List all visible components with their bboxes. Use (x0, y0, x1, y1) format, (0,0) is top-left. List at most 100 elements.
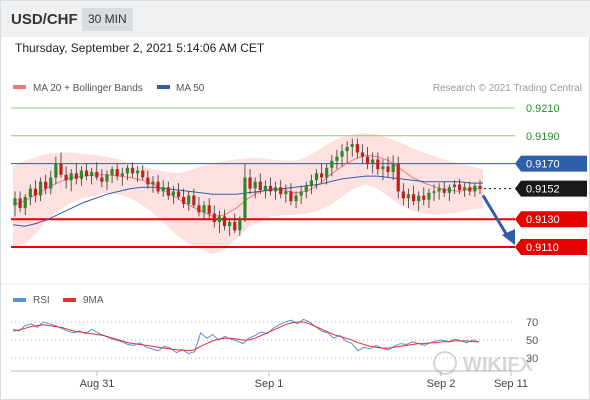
candle-body (411, 194, 416, 202)
candle-body (248, 177, 252, 189)
candle (125, 164, 130, 181)
candle-body (115, 169, 119, 177)
candle-body (381, 166, 385, 170)
candle-body (59, 163, 63, 175)
candle-body (69, 173, 73, 181)
candle-body (38, 181, 43, 196)
candle-body (192, 195, 196, 206)
candle-body (182, 196, 186, 204)
candle-body (44, 181, 48, 189)
candle (176, 183, 181, 200)
candlesticks (13, 138, 482, 236)
candle (238, 216, 242, 236)
candle (279, 180, 283, 199)
ma20-legend-swatch (13, 85, 26, 89)
candle-body (371, 159, 375, 164)
main-legend: MA 20 + Bollinger Bands MA 50 Research ©… (13, 83, 582, 94)
candle-body (18, 198, 22, 209)
candle (74, 163, 78, 185)
candle (463, 183, 467, 197)
candle (120, 167, 124, 186)
candle-body (365, 156, 370, 164)
rsi-tick-70: 70 (526, 317, 538, 329)
candle-body (197, 205, 201, 213)
candle-body (263, 185, 267, 191)
candle-body (202, 205, 206, 213)
candle (274, 181, 278, 200)
candle (79, 166, 84, 186)
timeframe-badge[interactable]: 30 MIN (82, 8, 133, 31)
candle (130, 162, 135, 178)
x-tick-label: Sep 11 (494, 378, 528, 390)
candle-body (386, 166, 390, 172)
rsi-legend: RSI 9MA (13, 295, 104, 306)
x-tick-label: Aug 31 (80, 378, 115, 390)
candle (38, 177, 43, 202)
candle-body (64, 174, 68, 181)
candle (391, 155, 395, 181)
candle (69, 169, 73, 192)
candle-body (120, 173, 124, 177)
candle-body (130, 167, 135, 174)
candle-body (23, 196, 27, 209)
candle (253, 177, 257, 199)
candle (18, 191, 22, 213)
price-label-tag-0.9110 (515, 239, 587, 255)
candle (457, 178, 462, 195)
candle (161, 180, 165, 197)
candle-body (125, 167, 130, 174)
candle (187, 191, 191, 211)
rsi-legend-swatch (13, 298, 26, 302)
candle-body (319, 173, 324, 178)
candle-body (146, 177, 150, 185)
ma20-legend-label: MA 20 + Bollinger Bands (33, 83, 143, 94)
candle-body (478, 185, 482, 189)
candle-body (207, 205, 211, 214)
x-axis-ticks: Aug 31 Sep 1 Sep 2 Sep 11 (80, 371, 528, 390)
candle-body (294, 195, 298, 202)
candle (84, 163, 89, 181)
candle (110, 166, 114, 184)
price-label-tag-0.9152 (515, 180, 587, 197)
rsi-lines (12, 318, 480, 355)
candle (447, 184, 451, 202)
candle-body (468, 187, 472, 192)
candle-body (314, 173, 319, 181)
candle-body (447, 187, 451, 193)
rsi-tick-30: 30 (526, 353, 538, 365)
candle (233, 213, 237, 234)
candle-body (452, 184, 457, 188)
candle-body (427, 192, 431, 200)
price-label-0.9210: 0.9210 (526, 103, 560, 115)
candle (386, 156, 390, 178)
candle (115, 163, 119, 181)
candle-body (299, 191, 303, 196)
candle-body (233, 221, 237, 231)
candle-body (422, 195, 426, 200)
candle-body (74, 173, 78, 179)
candle-body (345, 146, 349, 152)
candle-body (268, 185, 273, 192)
candle (141, 164, 145, 181)
candle (422, 187, 426, 206)
candle (309, 174, 313, 195)
candle (401, 183, 405, 206)
candle-body (222, 216, 227, 227)
candle (151, 176, 155, 193)
watermark-text: WIKIFX (463, 354, 534, 376)
candle-body (100, 177, 104, 182)
candle-body (309, 180, 313, 186)
rsi-line (12, 318, 480, 355)
candle (156, 174, 160, 195)
candle-body (335, 156, 339, 161)
candle (437, 183, 441, 200)
price-label-0.9130: 0.9130 (526, 214, 560, 226)
forecast-arrow (481, 194, 515, 245)
candle-body (217, 216, 221, 222)
x-tick-label: Sep 1 (255, 378, 284, 390)
forecast-arrow-shaft (481, 194, 510, 238)
candle (355, 138, 359, 159)
candle (28, 184, 32, 206)
candle (263, 180, 267, 199)
